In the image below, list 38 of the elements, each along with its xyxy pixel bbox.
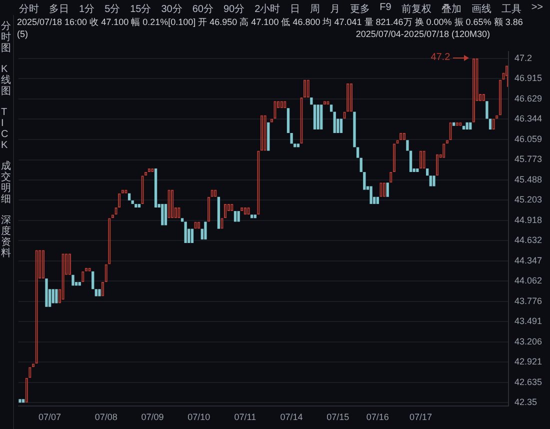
y-tick-label: 45.488	[514, 174, 542, 184]
x-tick-label: 07/17	[409, 412, 432, 422]
y-tick-label: 47.2	[514, 52, 532, 63]
y-tick-label: 46.059	[514, 134, 542, 144]
text: TICK	[1, 107, 10, 151]
x-tick-label: 07/10	[188, 412, 210, 422]
y-tick-label: 43.206	[514, 336, 542, 346]
chart-title: 2025/07/18 16:00 收 47.100 幅 0.21%[0.100] 开 46.950 高 47.100 低 46.800 均 47.041 量 821.46万 换 0.00% 振 0.65% 额 3.86	[17, 16, 523, 29]
y-tick-label: 43.776	[514, 296, 542, 306]
y-tick-label: 44.632	[514, 235, 542, 246]
y-tick-label: 46.344	[514, 114, 542, 124]
text: (5)	[17, 29, 28, 39]
y-tick-label: 44.347	[514, 255, 542, 266]
x-tick-label: 07/15	[326, 412, 350, 422]
y-tick-label: 42.635	[514, 376, 542, 387]
text: 分时 多日 1分 5分 15分 30分 60分 90分 2小时 日 周 月 更多	[19, 4, 370, 15]
y-tick-label: 42.35	[514, 397, 538, 408]
x-tick-label: 07/09	[141, 412, 164, 422]
x-tick-label: 07/08	[94, 412, 118, 422]
text: F9 前复权 叠加 画线 工具 >>	[378, 1, 544, 15]
text: 成交明细	[1, 161, 12, 205]
annotation: 47.2	[430, 52, 450, 64]
x-tick-label: 07/16	[366, 412, 389, 422]
y-tick-label: 44.918	[514, 214, 542, 225]
y-tick-label: 42.921	[514, 356, 542, 367]
y-tick-label: 43.491	[514, 316, 542, 326]
text: 分时图	[1, 21, 12, 54]
x-tick-label: 07/14	[280, 412, 303, 422]
text: K线图	[1, 64, 12, 97]
x-tick-label: 07/07	[38, 412, 62, 422]
y-tick-label: 46.629	[514, 94, 542, 104]
y-tick-label: 46.915	[514, 73, 542, 84]
y-tick-label: 45.203	[514, 194, 542, 205]
y-tick-label: 45.773	[514, 154, 542, 164]
y-tick-label: 44.062	[514, 276, 542, 286]
text: 深度资料	[1, 215, 12, 259]
x-tick-label: 07/11	[234, 412, 256, 422]
chart-subtitle: 2025/07/04-2025/07/18 (120M30)	[356, 29, 490, 39]
